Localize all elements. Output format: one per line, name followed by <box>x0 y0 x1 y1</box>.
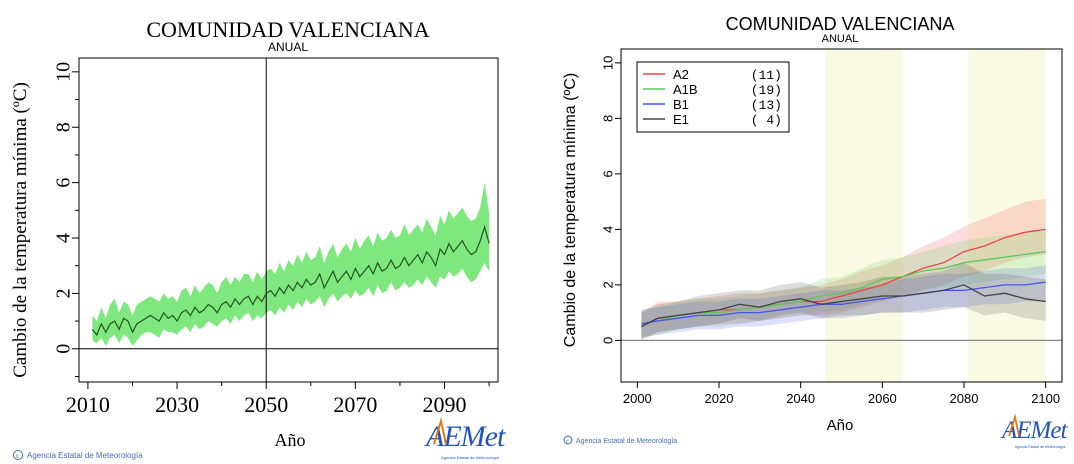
left-logo: AEMet Agencia Estatal de Meteorología <box>424 417 507 460</box>
legend-count-b1: (13) <box>751 98 782 113</box>
right-line-b1 <box>641 281 1046 325</box>
right-ytick-label: 4 <box>600 226 615 233</box>
right-chart-subtitle: ANUAL <box>822 33 859 45</box>
legend-count-a1b: (19) <box>751 83 782 98</box>
left-logo-subtext: Agencia Estatal de Meteorología <box>441 455 500 460</box>
right-xtick-label: 2020 <box>705 391 734 406</box>
right-line-a1b <box>641 250 1046 325</box>
right-xtick-label: 2080 <box>950 391 979 406</box>
left-xtick-label: 2070 <box>333 392 377 417</box>
left-xtick-label: 2050 <box>244 392 288 417</box>
right-ytick-label: 6 <box>600 170 615 177</box>
right-band-a1b <box>641 229 1046 338</box>
right-ytick-label: 8 <box>600 115 615 122</box>
left-credit-text: Agencia Estatal de Meteorología <box>27 451 143 460</box>
left-ytick-label: 8 <box>53 122 75 132</box>
left-xtick-label: 2030 <box>155 392 199 417</box>
left-xtick-label: 2010 <box>66 392 110 417</box>
left-ytick-label: 0 <box>53 344 75 354</box>
right-ytick-label: 0 <box>600 337 615 344</box>
right-xtick-label: 2060 <box>868 391 897 406</box>
right-xtick-label: 2040 <box>786 391 815 406</box>
right-ytick-label: 2 <box>600 281 615 288</box>
right-logo-subtext: Agencia Estatal de Meteorología <box>1015 445 1066 449</box>
right-highlight-period <box>825 49 903 382</box>
left-ytick-label: 6 <box>53 178 75 188</box>
left-ytick-label: 2 <box>53 288 75 298</box>
left-chart-title: COMUNIDAD VALENCIANA <box>146 17 429 42</box>
left-ytick-label: 4 <box>53 233 75 243</box>
right-legend: A2 (11) A1B (19) B1 (13) E1 ( 4) <box>636 61 790 133</box>
right-line-e1 <box>641 284 1046 328</box>
left-chart-xlabel: Año <box>275 430 306 450</box>
right-ytick-label: 10 <box>600 56 615 70</box>
right-plot-area: 0 2 4 6 8 10 2000 2020 2040 2060 2080 2100 <box>600 48 1063 406</box>
legend-label-a1b: A1B <box>673 82 698 97</box>
right-chart-ylabel: Cambio de la temperatura mínima (ºC) <box>562 73 579 347</box>
left-plot-area: 0 2 4 6 8 10 2010 2030 2050 2070 2090 <box>53 57 499 417</box>
logo-accent-icon <box>433 417 447 445</box>
right-chart: COMUNIDAD VALENCIANA ANUAL Cambio de la … <box>562 14 1063 434</box>
right-highlight-period <box>968 49 1046 382</box>
legend-label-a2: A2 <box>673 67 689 82</box>
left-chart-ylabel: Cambio de la temperatura mínima (ºC) <box>10 82 31 378</box>
legend-label-b1: B1 <box>673 97 689 112</box>
legend-label-e1: E1 <box>673 112 689 127</box>
right-logo: AEMet Agencia Estatal de Meteorología <box>1000 413 1069 449</box>
left-logo-text: AEMet <box>424 420 506 453</box>
left-chart-subtitle: ANUAL <box>268 40 308 54</box>
right-xtick-label: 2000 <box>623 391 652 406</box>
right-chart-xlabel: Año <box>827 417 854 434</box>
left-ytick-label: 10 <box>53 62 75 82</box>
right-credit: c Agencia Estatal de Meteorología <box>563 435 677 445</box>
legend-count-e1: ( 4) <box>751 113 782 128</box>
right-band-a2 <box>641 198 1046 338</box>
copyright-icon <box>13 450 23 460</box>
right-chart-title: COMUNIDAD VALENCIANA <box>726 14 955 34</box>
left-uncertainty-band <box>92 182 490 346</box>
svg-text:c: c <box>566 439 569 445</box>
right-plot-frame <box>620 48 1063 383</box>
right-credit-text: Agencia Estatal de Meteorología <box>576 438 677 445</box>
left-plot-frame <box>78 57 499 383</box>
svg-text:c: c <box>16 454 19 460</box>
left-credit: c Agencia Estatal de Meteorología <box>13 450 143 460</box>
right-xtick-label: 2100 <box>1031 391 1060 406</box>
left-chart: COMUNIDAD VALENCIANA ANUAL Cambio de la … <box>10 17 499 450</box>
logo-accent-icon <box>1008 413 1020 437</box>
copyright-icon <box>563 435 573 445</box>
left-xtick-label: 2090 <box>423 392 467 417</box>
legend-count-a2: (11) <box>751 68 782 83</box>
left-mean-line <box>91 224 490 337</box>
